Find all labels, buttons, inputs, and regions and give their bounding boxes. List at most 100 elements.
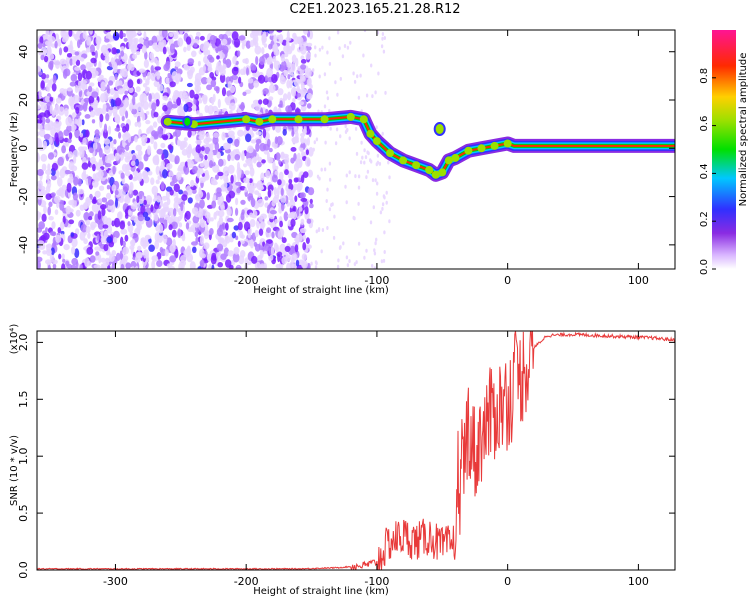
- ridge-point: [438, 168, 447, 177]
- heat-cell: [337, 258, 340, 263]
- heat-cell: [374, 241, 377, 246]
- heat-cell: [357, 95, 361, 100]
- heat-cell: [49, 104, 53, 115]
- heat-cell: [218, 216, 224, 225]
- heat-cell: [179, 30, 184, 35]
- heat-cell: [375, 162, 378, 167]
- heat-cell: [326, 226, 329, 230]
- heat-cell: [342, 241, 345, 246]
- heat-cell: [237, 221, 243, 231]
- heat-cell: [210, 255, 217, 265]
- heat-cell: [199, 235, 205, 245]
- heat-cell: [131, 42, 135, 51]
- heat-cell: [129, 63, 135, 71]
- heat-cell: [355, 260, 358, 265]
- heat-cell: [85, 61, 92, 70]
- heat-cell: [363, 160, 366, 165]
- x-tick-label: -200: [234, 575, 259, 588]
- heat-cell: [328, 177, 332, 182]
- heat-cell: [109, 253, 115, 262]
- heat-cell: [180, 201, 184, 212]
- heat-cell: [209, 34, 217, 45]
- heat-cell: [275, 152, 281, 161]
- heat-cell: [189, 89, 195, 99]
- heat-cell: [117, 60, 123, 66]
- heat-cell: [295, 233, 303, 243]
- heat-cell: [254, 190, 260, 196]
- heat-cell: [84, 114, 91, 119]
- heat-cell: [79, 132, 84, 138]
- heat-cell: [174, 248, 179, 259]
- heat-cell: [223, 145, 231, 150]
- heat-cell: [362, 53, 365, 58]
- heat-cell: [71, 124, 77, 131]
- heat-cell: [38, 89, 42, 99]
- heat-cell: [153, 141, 158, 150]
- heat-cell: [178, 222, 183, 228]
- heat-cell: [103, 123, 108, 133]
- ridge-point: [399, 156, 408, 165]
- heat-cell: [370, 63, 373, 68]
- heat-cell: [175, 192, 179, 202]
- heat-cell: [211, 180, 218, 186]
- heat-cell: [375, 191, 379, 196]
- heat-cell: [187, 58, 195, 65]
- heat-cell: [120, 46, 125, 51]
- heat-cell: [237, 129, 244, 137]
- heat-cell: [100, 236, 108, 244]
- heat-cell: [59, 58, 67, 65]
- heat-cell: [143, 199, 147, 206]
- heat-cell: [234, 154, 241, 161]
- heat-cell: [252, 156, 257, 164]
- heat-cell: [346, 127, 349, 132]
- heat-cell: [348, 259, 351, 264]
- heat-cell: [361, 155, 364, 160]
- heat-cell: [250, 197, 256, 208]
- heat-cell: [291, 130, 295, 137]
- heat-cell: [129, 231, 134, 238]
- heat-cell: [88, 85, 93, 93]
- heat-cell: [383, 36, 386, 40]
- heat-cell: [216, 55, 220, 60]
- heat-cell: [215, 86, 220, 94]
- heat-cell: [143, 31, 147, 40]
- x-axis-label: Height of straight line (km): [253, 586, 389, 597]
- heat-cell: [51, 231, 57, 237]
- heat-cell: [55, 104, 60, 114]
- heat-cell: [181, 149, 188, 156]
- heat-cell: [220, 253, 227, 260]
- heat-cell: [255, 142, 260, 152]
- heat-cell: [83, 212, 90, 221]
- heat-cell: [280, 194, 287, 204]
- heat-cell: [263, 150, 269, 155]
- heat-cell: [326, 96, 330, 101]
- heat-cell: [288, 196, 294, 201]
- heat-cell: [383, 250, 386, 254]
- heat-cell: [183, 103, 189, 113]
- heat-cell: [302, 128, 307, 135]
- heat-cell: [295, 57, 299, 67]
- heat-cell: [181, 93, 186, 102]
- heat-cell: [162, 95, 168, 101]
- heat-cell: [45, 193, 52, 201]
- ridge-point: [366, 129, 375, 138]
- heat-cell: [89, 147, 94, 154]
- heat-cell: [128, 57, 132, 67]
- heat-cell: [360, 140, 363, 145]
- heat-cell: [110, 98, 115, 108]
- heat-cell: [381, 206, 384, 211]
- ridge-point: [242, 115, 251, 124]
- heat-cell: [225, 58, 232, 68]
- heat-cell: [221, 131, 226, 141]
- heat-cell: [241, 209, 245, 216]
- heat-cell: [70, 97, 75, 106]
- ridge-point: [163, 117, 172, 126]
- heat-cell: [111, 263, 116, 269]
- heat-cell: [162, 169, 168, 179]
- heat-cell: [364, 155, 368, 160]
- heat-cell: [139, 93, 144, 104]
- heat-cell: [290, 147, 297, 152]
- heat-cell: [226, 207, 232, 216]
- heat-cell: [381, 32, 385, 36]
- heat-cell: [227, 164, 235, 174]
